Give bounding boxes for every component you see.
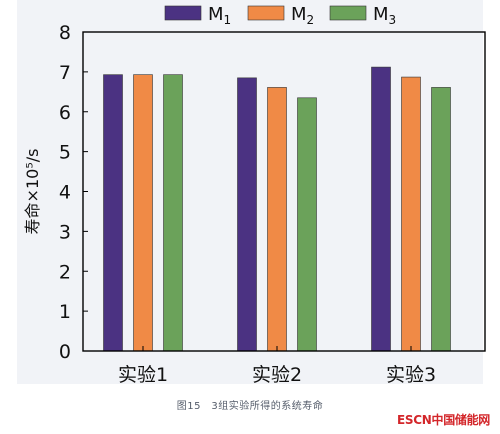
bar-m3-2 [297,97,317,352]
y-tick-label: 0 [59,341,71,363]
x-tick-label: 实验2 [252,364,302,386]
y-tick-label: 3 [59,221,71,243]
y-tick-label: 7 [59,62,71,84]
bar-m2-1 [133,74,153,352]
brand-watermark: ESCN中国储能网 [397,413,490,427]
y-tick-label: 2 [59,261,71,283]
y-tick-label: 1 [59,301,71,323]
legend-swatch-m1 [164,5,202,21]
bar-m1-1 [103,74,123,352]
bar-m3-3 [431,87,451,352]
bar-chart: 实验1 实验2 实验3 0 1 2 3 4 5 6 7 8 寿命×10⁵/s M1 M2 M3 [23,4,486,386]
figure-caption: 图15 3组实验所得的系统寿命 [176,401,324,412]
y-axis-label: 寿命×10⁵/s [23,149,42,235]
bar-m3-1 [163,74,183,352]
y-tick-label: 8 [59,22,71,44]
x-tick-label: 实验3 [386,364,436,386]
y-tick-label: 6 [59,102,71,124]
legend-label-m3: M3 [373,4,396,27]
y-tick-label: 4 [59,182,71,204]
bar-m1-2 [237,77,257,352]
legend-swatch-m3 [329,5,367,21]
bar-m1-3 [371,66,391,352]
y-tick-label: 5 [59,142,71,164]
legend-swatch-m2 [247,5,285,21]
legend-label-m1: M1 [208,4,231,27]
bar-m2-3 [401,76,421,352]
bar-m2-2 [267,87,287,352]
legend-label-m2: M2 [291,4,314,27]
x-tick-label: 实验1 [118,364,168,386]
